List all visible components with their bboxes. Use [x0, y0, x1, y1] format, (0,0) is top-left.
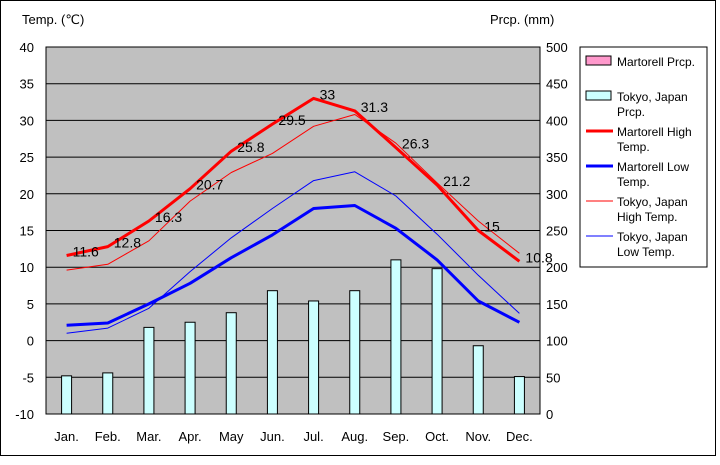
- data-label: 20.7: [196, 177, 223, 193]
- precip-bar: [431, 268, 443, 415]
- x-tick-label: Nov.: [465, 429, 491, 444]
- data-label: 16.3: [155, 209, 182, 225]
- right-tick-label: 50: [546, 370, 560, 385]
- precip-bar: [102, 372, 114, 415]
- precip-bar: [308, 300, 320, 415]
- precip-bar: [184, 321, 196, 415]
- left-tick-label: 35: [20, 77, 34, 92]
- left-tick-label: -5: [22, 370, 34, 385]
- data-label: 11.6: [73, 243, 99, 259]
- data-label: 21.2: [443, 173, 470, 189]
- left-tick-label: 10: [20, 260, 34, 275]
- x-tick-label: Feb.: [95, 429, 121, 444]
- temperature-lines: [66, 96, 521, 334]
- x-tick-label: Oct.: [425, 429, 449, 444]
- legend-label: Martorell Prcp.: [617, 55, 695, 69]
- left-tick-label: 0: [27, 334, 34, 349]
- data-label: 15: [484, 219, 500, 235]
- left-tick-label: 5: [27, 297, 34, 312]
- precip-bar: [472, 345, 484, 415]
- data-label: 26.3: [402, 136, 429, 152]
- right-tick-label: 0: [546, 407, 553, 422]
- legend-box: [579, 46, 708, 268]
- right-axis-title: Prcp. (mm): [490, 12, 554, 27]
- data-label: 31.3: [361, 99, 388, 115]
- legend: Martorell Prcp. Tokyo, Japan Prcp. Martorel…: [585, 55, 695, 259]
- legend-label: Martorell High Temp.: [617, 125, 692, 154]
- x-tick-label: Jun.: [260, 429, 285, 444]
- x-tick-label: Apr.: [179, 429, 202, 444]
- precip-bar: [143, 326, 155, 415]
- data-labels: 11.6 12.8 16.3 20.7 25.8 29.5 33 31.3 26.3 21.2 15…: [73, 86, 553, 265]
- x-tick-label: Mar.: [136, 429, 161, 444]
- right-tick-label: 250: [546, 224, 568, 239]
- left-tick-label: 20: [20, 187, 34, 202]
- right-tick-label: 150: [546, 297, 568, 312]
- gridlines: [46, 83, 540, 378]
- left-tick-label: 15: [20, 224, 34, 239]
- data-label: 33: [320, 86, 336, 102]
- left-tick-label: 40: [20, 40, 34, 55]
- legend-swatch: [585, 55, 612, 66]
- temp-line: [66, 204, 521, 327]
- precip-bar: [61, 375, 73, 415]
- right-tick-label: 100: [546, 334, 568, 349]
- left-axis-ticks: -10 -5 0 5 10 15 20 25 30 35 40: [15, 40, 34, 422]
- legend-label: Tokyo, Japan High Temp.: [617, 195, 688, 224]
- temp-line: [66, 96, 521, 263]
- right-tick-label: 350: [546, 150, 568, 165]
- legend-label: Tokyo, Japan Prcp.: [617, 90, 688, 119]
- precip-bar: [349, 290, 361, 415]
- data-label: 25.8: [237, 139, 264, 155]
- left-tick-label: 25: [20, 150, 34, 165]
- legend-label: Martorell Low Temp.: [617, 160, 689, 189]
- right-axis-ticks: 0 50 100 150 200 250 300 350 400 450 500: [546, 40, 568, 422]
- left-tick-label: -10: [15, 407, 34, 422]
- precip-bar: [225, 312, 237, 415]
- x-axis-ticks: Jan. Feb. Mar. Apr. May Jun. Jul. Aug. Sep. Oct. N…: [54, 429, 532, 444]
- right-tick-label: 450: [546, 77, 568, 92]
- right-tick-label: 200: [546, 260, 568, 275]
- data-label: 29.5: [278, 112, 305, 128]
- right-tick-label: 300: [546, 187, 568, 202]
- left-tick-label: 30: [20, 113, 34, 128]
- x-tick-label: Jul.: [303, 429, 323, 444]
- x-tick-label: Aug.: [341, 429, 368, 444]
- right-tick-label: 400: [546, 113, 568, 128]
- legend-label: Tokyo, Japan Low Temp.: [617, 230, 688, 259]
- x-tick-label: Jan.: [54, 429, 79, 444]
- data-label: 10.8: [525, 249, 552, 265]
- temp-line: [66, 171, 520, 334]
- precip-bar: [390, 259, 402, 415]
- right-tick-label: 500: [546, 40, 568, 55]
- precip-bar: [266, 290, 278, 415]
- temp-line: [66, 114, 520, 271]
- precip-bar: [513, 376, 525, 415]
- left-axis-title: Temp. (℃): [22, 12, 84, 27]
- x-tick-label: Sep.: [383, 429, 410, 444]
- x-tick-label: Dec.: [506, 429, 533, 444]
- data-label: 12.8: [114, 235, 141, 251]
- precip-bars: [61, 259, 525, 415]
- legend-swatch: [585, 90, 612, 101]
- x-tick-label: May: [219, 429, 244, 444]
